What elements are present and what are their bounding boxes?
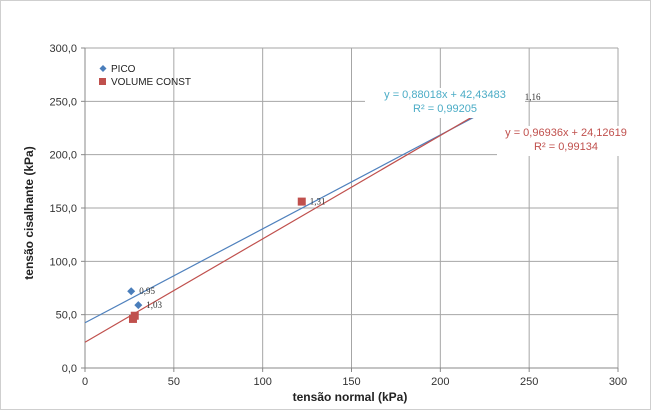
x-tick-label: 50 (168, 376, 180, 388)
y-tick-label: 200,0 (49, 150, 77, 162)
legend-marker-volume-const (99, 78, 106, 85)
r2-volume-const: R² = 0,99134 (534, 141, 598, 153)
legend: PICO VOLUME CONST (99, 64, 191, 88)
axes (81, 47, 619, 372)
x-axis-title: tensão normal (kPa) (293, 390, 408, 404)
point-label: 1,16 (525, 92, 541, 102)
y-tick-label: 300,0 (49, 43, 77, 55)
y-tick-label: 100,0 (49, 256, 77, 268)
x-tick-label: 150 (342, 376, 360, 388)
x-tick-label: 0 (82, 376, 88, 388)
r2-pico: R² = 0,99205 (413, 103, 477, 115)
point-volume-const (130, 311, 139, 320)
point-pico (127, 287, 136, 296)
y-tick-label: 150,0 (49, 203, 77, 215)
legend-label-volume-const: VOLUME CONST (111, 77, 191, 88)
legend-label-pico: PICO (111, 64, 136, 75)
equation-volume-const: y = 0,96936x + 24,12619 (505, 127, 627, 139)
x-tick-label: 100 (253, 376, 271, 388)
point-label: 1,03 (146, 300, 162, 310)
y-tick-label: 250,0 (49, 96, 77, 108)
point-volume-const (297, 197, 306, 206)
x-tick-label: 200 (431, 376, 449, 388)
legend-marker-pico (99, 65, 107, 72)
y-axis-title: tensão cisalhante (kPa) (22, 146, 36, 279)
point-label: 1,31 (310, 197, 326, 207)
y-tick-label: 50,0 (56, 310, 77, 322)
equation-pico: y = 0,88018x + 42,43483 (384, 89, 506, 101)
equation-box-volume-const (497, 126, 635, 156)
tick-labels: 0 50 100 150 200 250 300 0,0 50,0 100,0 150,0 200,0… (49, 43, 627, 388)
trendlines (84, 89, 519, 343)
trendline-volume-const (84, 89, 519, 343)
point-pico (134, 301, 143, 310)
x-tick-label: 300 (609, 376, 627, 388)
equation-box-pico (365, 88, 525, 118)
x-tick-label: 250 (520, 376, 538, 388)
y-tick-label: 0,0 (62, 363, 77, 375)
point-label: 0,95 (139, 286, 155, 296)
